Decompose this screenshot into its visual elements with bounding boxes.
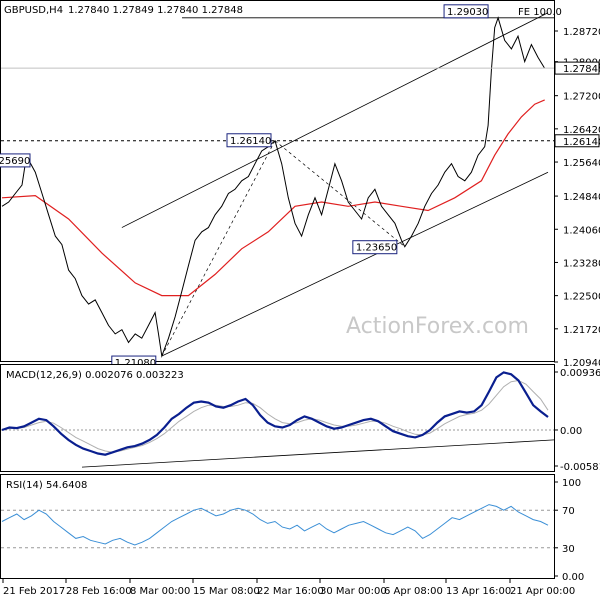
price-header: GBPUSD,H4 — [4, 5, 63, 16]
fe-label: FE 100.0 — [518, 7, 562, 18]
macd-line — [1, 371, 549, 456]
rsi-y-axis: 100 70 30 0.00 — [554, 478, 584, 583]
x-tick-label: 22 Mar 16:00 — [257, 586, 324, 597]
macd-trendline — [81, 439, 555, 468]
macd-title: MACD(12,26,9) 0.002076 0.003223 — [6, 370, 184, 381]
price-ohlc: 1.27840 1.27849 1.27840 1.27848 — [68, 5, 243, 16]
price-label: 1.21080 — [115, 358, 156, 369]
rsi-tick-label: 100 — [562, 478, 581, 489]
price-channel — [121, 12, 549, 357]
price-tick-label: 1.26420 — [563, 125, 600, 136]
rsi-line — [1, 504, 549, 546]
x-tick-label: 8 Mar 00:00 — [130, 586, 190, 597]
macd-tick-label: 0.00 — [560, 426, 582, 437]
x-tick-label: 28 Feb 16:00 — [66, 586, 132, 597]
price-tick-label: 1.20940 — [563, 358, 600, 369]
price-label-box — [443, 4, 489, 19]
price-tick-label: 1.22500 — [563, 292, 600, 303]
x-tick-label: 21 Apr 00:00 — [510, 586, 575, 597]
price-panel — [0, 0, 555, 362]
level-price-box — [554, 134, 600, 148]
current-price-label: 1.27848 — [563, 64, 600, 75]
x-tick-label: 30 Mar 00:00 — [320, 586, 387, 597]
price-tick-label: 1.28720 — [563, 27, 600, 38]
price-tick-label: 1.27200 — [563, 92, 600, 103]
x-tick-label: 21 Feb 2017 — [3, 586, 65, 597]
price-y-axis: 1.287201.280001.272001.264201.256401.248… — [1, 27, 600, 369]
price-watermark: ActionForex.com — [346, 314, 529, 339]
rsi-tick-label: 70 — [562, 506, 575, 517]
x-axis: 21 Feb 2017 28 Feb 16:008 Mar 00:00 15 Mar… — [2, 578, 575, 597]
moving-average-line — [1, 99, 545, 297]
rsi-title: RSI(14) 54.6408 — [6, 480, 87, 491]
price-tick-label: 1.25640 — [563, 158, 600, 169]
macd-signal-line — [1, 379, 549, 453]
rsi-tick-label: 30 — [562, 544, 575, 555]
price-tick-label: 1.23280 — [563, 258, 600, 269]
channel-line — [121, 12, 549, 228]
price-label: 1.29030 — [447, 7, 488, 18]
macd-tick-label: 0.009367 — [560, 368, 600, 379]
rsi-tick-label: 0.00 — [562, 572, 584, 583]
swing-line — [161, 140, 276, 357]
price-label-box — [352, 240, 398, 255]
level-price-label: 1.26140 — [563, 137, 600, 148]
x-tick-label: 6 Apr 08:00 — [384, 586, 443, 597]
price-label-box — [226, 133, 272, 148]
price-label: 1.25690 — [0, 156, 30, 167]
swing-line — [274, 140, 406, 247]
current-price-box — [554, 61, 600, 75]
channel-line — [161, 171, 549, 357]
price-line — [1, 16, 546, 358]
price-label-box — [0, 153, 31, 168]
price-tick-label: 1.24840 — [563, 192, 600, 203]
x-tick-label: 13 Apr 16:00 — [446, 586, 511, 597]
price-tick-label: 1.21720 — [563, 325, 600, 336]
price-label: 1.26140 — [230, 136, 271, 147]
macd-tick-label: -0.005819 — [560, 462, 600, 473]
rsi-panel — [0, 474, 555, 579]
price-tick-label: 1.24060 — [563, 225, 600, 236]
macd-y-axis: 0.009367 0.00 -0.005819 — [554, 368, 600, 473]
price-label: 1.23650 — [356, 243, 397, 254]
macd-panel — [0, 364, 555, 472]
x-tick-label: 15 Mar 08:00 — [193, 586, 260, 597]
